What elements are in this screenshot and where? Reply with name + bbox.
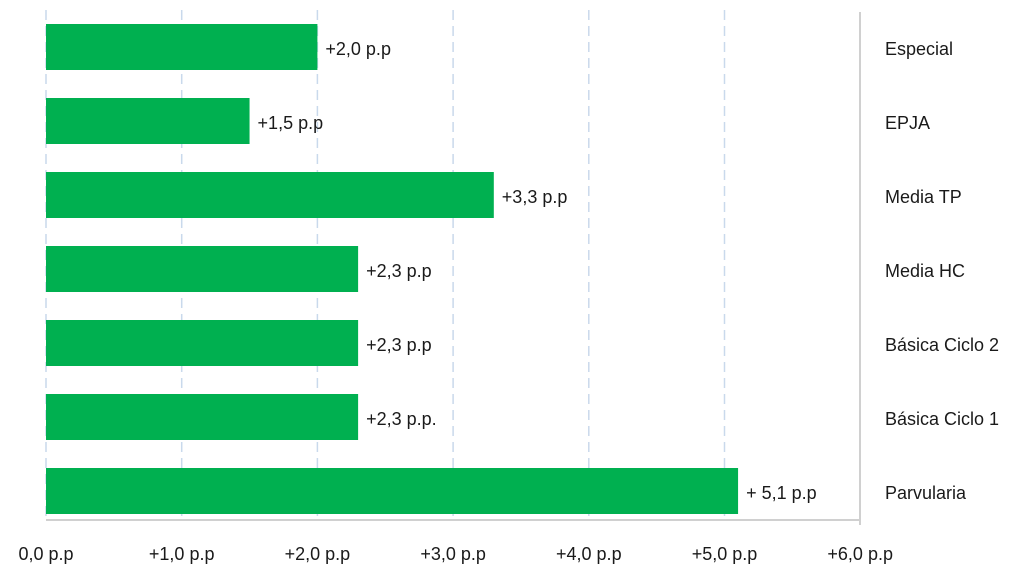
x-tick-label: +1,0 p.p (149, 544, 215, 564)
bar (46, 24, 318, 70)
data-labels: +2,0 p.p +1,5 p.p +3,3 p.p +2,3 p.p +2,3 p.p… (258, 39, 817, 503)
x-tick-label: +3,0 p.p (420, 544, 486, 564)
bar (46, 246, 359, 292)
bar (46, 320, 359, 366)
x-tick-label: +5,0 p.p (692, 544, 758, 564)
bar (46, 98, 250, 144)
x-tick-label: +4,0 p.p (556, 544, 622, 564)
bars (46, 24, 739, 514)
x-tick-label: +2,0 p.p (285, 544, 351, 564)
category-label: EPJA (885, 113, 930, 133)
category-label: Básica Ciclo 1 (885, 409, 999, 429)
data-label: +2,3 p.p (366, 335, 432, 355)
category-label: Especial (885, 39, 953, 59)
category-labels: Especial EPJA Media TP Media HC Básica Ciclo… (885, 39, 999, 503)
bar (46, 394, 359, 440)
category-label: Básica Ciclo 2 (885, 335, 999, 355)
bar (46, 468, 739, 514)
bar (46, 172, 494, 218)
category-label: Parvularia (885, 483, 967, 503)
data-label: + 5,1 p.p (746, 483, 817, 503)
category-label: Media HC (885, 261, 965, 281)
data-label: +1,5 p.p (258, 113, 324, 133)
x-tick-label: 0,0 p.p (18, 544, 73, 564)
data-label: +2,3 p.p. (366, 409, 437, 429)
data-label: +2,0 p.p (325, 39, 391, 59)
data-label: +3,3 p.p (502, 187, 568, 207)
x-tick-labels: 0,0 p.p +1,0 p.p +2,0 p.p +3,0 p.p +4,0 p.p +… (18, 544, 893, 564)
category-label: Media TP (885, 187, 962, 207)
x-tick-label: +6,0 p.p (827, 544, 893, 564)
data-label: +2,3 p.p (366, 261, 432, 281)
